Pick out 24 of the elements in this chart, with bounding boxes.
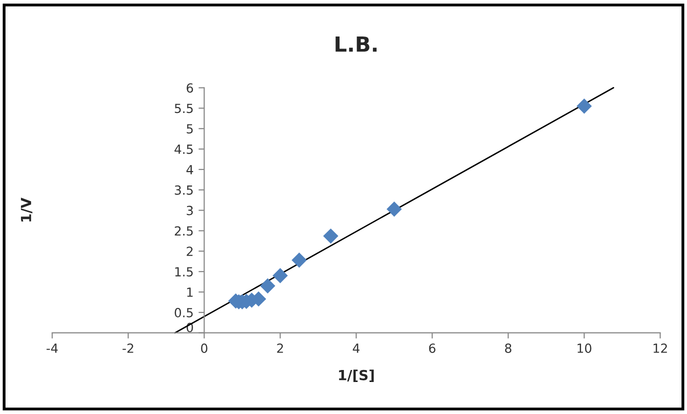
y-tick-label: 5.5 [174,104,193,114]
x-axis-title: 1/[S] [339,370,374,382]
y-tick-label: 0.5 [174,308,193,318]
y-tick-label: 2.5 [174,226,193,236]
y-tick-label: 3 [186,206,193,216]
x-tick-label: 6 [429,343,436,353]
x-tick-label: 2 [277,343,283,353]
y-axis-title: 1/V [20,198,32,222]
x-tick-label: 0 [201,343,208,353]
y-tick-label: 1 [187,288,193,297]
y-tick-label: 3.5 [174,185,193,195]
x-tick-label: 12 [654,343,667,353]
chart-title: L.B. [336,36,377,52]
y-tick-label: 4 [186,165,194,174]
x-tick-label: 4 [352,344,360,353]
y-tick-label: 6 [186,83,194,93]
y-tick-label: 2 [186,246,193,256]
y-tick-label: 5 [186,124,193,134]
x-tick-label: 10 [578,343,592,353]
x-tick-label: -2 [122,343,134,353]
x-tick-label: 8 [505,343,512,353]
y-tick-label: 4.5 [174,144,193,154]
x-tick-label: -4 [46,344,58,353]
y-tick-label: 1.5 [175,267,193,277]
